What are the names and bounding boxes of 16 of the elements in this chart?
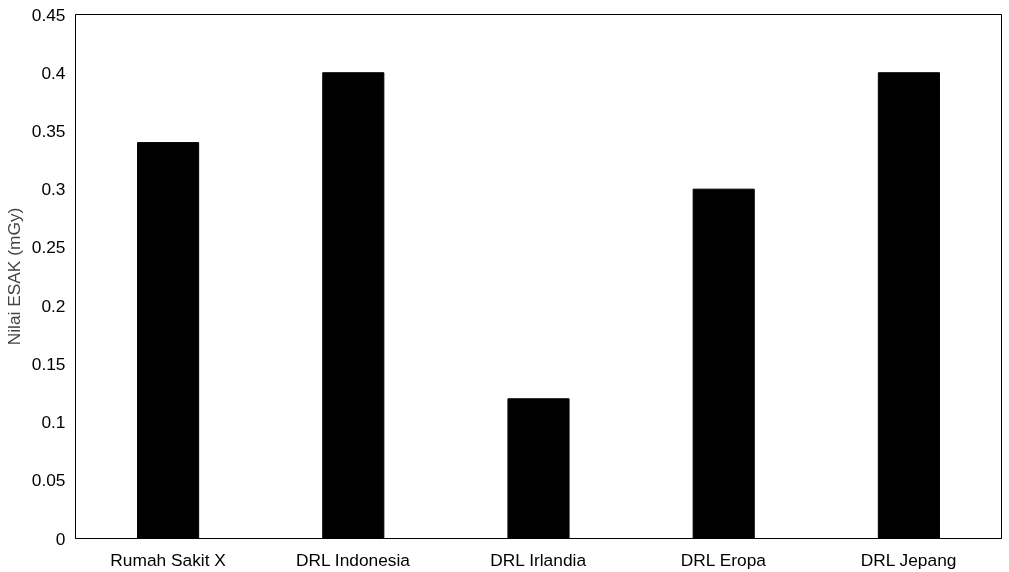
y-tick-label: 0.1	[41, 412, 66, 433]
y-axis-title: Nilai ESAK (mGy)	[3, 207, 24, 346]
y-tick-label: 0.35	[31, 120, 66, 141]
y-tick-label: 0.25	[31, 237, 66, 258]
y-tick-label: 0.2	[41, 295, 66, 316]
y-tick-label: 0.15	[31, 353, 66, 374]
y-tick-label: 0	[55, 528, 66, 549]
y-tick-label: 0.4	[41, 62, 66, 83]
y-tick-label: 0.05	[31, 470, 66, 491]
y-tick-label: 0.3	[41, 179, 66, 200]
x-tick-label: DRL Eropa	[680, 549, 767, 570]
x-tick-label: Rumah Sakit X	[110, 549, 227, 570]
x-tick-label: DRL Irlandia	[490, 549, 587, 570]
x-tick-label: DRL Indonesia	[295, 549, 411, 570]
x-tick-label: DRL Jepang	[860, 549, 957, 570]
y-tick-label: 0.45	[31, 4, 66, 25]
